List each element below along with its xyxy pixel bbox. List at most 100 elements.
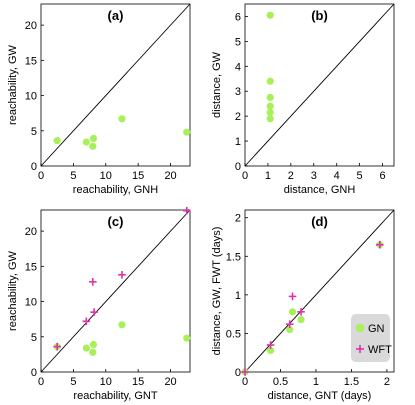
y-tick-label: 4 [235, 61, 241, 73]
data-point-wft [285, 320, 294, 328]
legend-marker-gn [355, 323, 365, 333]
x-axis-label: reachability, GNT [73, 390, 157, 402]
y-tick-label: 15 [25, 55, 37, 67]
panel-a: 0 5 10 15 20 0 5 10 15 20 reachability, GNH reachab… [7, 3, 191, 196]
x-tick-label: 2 [384, 376, 390, 388]
x-axis-label: distance, GNH [284, 184, 356, 196]
data-point-gn [118, 115, 126, 123]
x-tick-label: 20 [164, 376, 176, 388]
x-tick-label: 4 [334, 170, 340, 182]
x-tick-label: 5 [70, 376, 76, 388]
legend-marker-wft [356, 345, 364, 353]
x-tick-label: 6 [379, 170, 385, 182]
data-point-gn [89, 340, 98, 349]
data-point-gn [89, 142, 97, 150]
x-tick-label: 0 [38, 170, 44, 182]
data-point-gn [82, 344, 90, 352]
data-point-wft [89, 278, 97, 286]
x-tick-label: 1 [313, 376, 319, 388]
data-point-wft [266, 341, 275, 349]
y-tick-label: 2 [235, 213, 241, 225]
panel-c: 0 5 10 15 20 0 5 10 15 20 reachability, GNT reachab… [7, 206, 191, 402]
legend-label: WFT [368, 344, 392, 356]
x-tick-label: 20 [164, 170, 176, 182]
panel-label: (c) [108, 214, 124, 229]
x-tick-label: 0 [38, 376, 44, 388]
y-tick-label: 10 [25, 297, 37, 309]
data-point-gn [266, 93, 274, 102]
data-point-gn [266, 102, 274, 110]
panel-label: (d) [311, 214, 328, 229]
y-axis-label: distance, GW [211, 51, 223, 118]
x-tick-label: 0.5 [273, 376, 288, 388]
y-tick-label: 0 [31, 367, 37, 379]
data-point-gn [183, 128, 191, 136]
y-axis-label: distance, GW, FWT (days) [211, 227, 223, 356]
panel-d: 0 0.5 1 1.5 2 0 0.5 1 1.5 2 distance, GNT (days) di… [211, 209, 395, 402]
y-axis-label: reachability, GW [7, 250, 19, 330]
data-point-gn [266, 346, 275, 354]
panel-b: 0 1 2 3 4 5 6 0 1 2 3 4 5 6 distance, GNH distance, GW (… [211, 3, 395, 196]
data-point-gn [89, 348, 97, 356]
panel-label: (b) [311, 8, 328, 23]
x-tick-label: 10 [100, 376, 112, 388]
data-point-gn [118, 321, 126, 329]
data-point-wft [376, 240, 384, 249]
y-tick-label: 0 [235, 161, 241, 173]
data-point-gn [297, 315, 305, 324]
data-point-wft [288, 292, 297, 301]
data-point-wft [241, 368, 249, 376]
identity-line [244, 3, 395, 167]
data-point-gn [288, 308, 297, 316]
data-point-gn [266, 77, 274, 85]
y-tick-label: 0 [235, 367, 241, 379]
x-tick-label: 0 [242, 376, 248, 388]
x-tick-label: 1 [265, 170, 271, 182]
x-tick-label: 1.5 [344, 376, 359, 388]
data-point-gn [286, 325, 294, 334]
y-tick-label: 6 [235, 11, 241, 23]
x-tick-label: 5 [357, 170, 363, 182]
identity-line [40, 209, 191, 373]
data-point-gn [183, 334, 191, 342]
x-tick-label: 15 [132, 376, 144, 388]
x-tick-label: 3 [311, 170, 317, 182]
y-tick-label: 20 [25, 226, 37, 238]
y-tick-label: 5 [235, 36, 241, 48]
data-point-gn [266, 108, 274, 117]
x-axis-label: distance, GNT (days) [268, 390, 372, 402]
y-tick-label: 15 [25, 261, 37, 273]
data-point-gn [266, 115, 274, 123]
y-tick-label: 1 [235, 290, 241, 302]
data-point-gn [89, 134, 98, 143]
y-tick-label: 10 [25, 91, 37, 103]
y-tick-label: 5 [31, 332, 37, 344]
panel-label: (a) [108, 8, 124, 23]
data-point-wft [53, 342, 61, 351]
y-tick-label: 1.5 [226, 251, 241, 263]
identity-line [40, 3, 191, 167]
y-tick-label: 5 [31, 126, 37, 138]
x-axis-label: reachability, GNH [73, 184, 158, 196]
legend: GN WFT [351, 314, 392, 362]
data-point-gn [53, 137, 61, 145]
data-point-wft [182, 206, 191, 215]
x-tick-label: 5 [70, 170, 76, 182]
data-point-wft [82, 317, 91, 326]
y-tick-label: 0 [31, 161, 37, 173]
y-tick-label: 2 [235, 111, 241, 123]
legend-label: GN [368, 323, 385, 335]
x-tick-label: 15 [132, 170, 144, 182]
data-point-gn [266, 11, 274, 19]
data-point-gn [82, 138, 90, 146]
y-tick-label: 1 [235, 136, 241, 148]
x-tick-label: 0 [242, 170, 248, 182]
data-point-wft [297, 308, 305, 316]
y-axis-label: reachability, GW [7, 44, 19, 124]
y-tick-label: 3 [235, 86, 241, 98]
y-tick-label: 0.5 [226, 328, 241, 340]
data-point-wft [90, 308, 98, 316]
y-tick-label: 20 [25, 20, 37, 32]
data-point-wft [118, 271, 126, 279]
